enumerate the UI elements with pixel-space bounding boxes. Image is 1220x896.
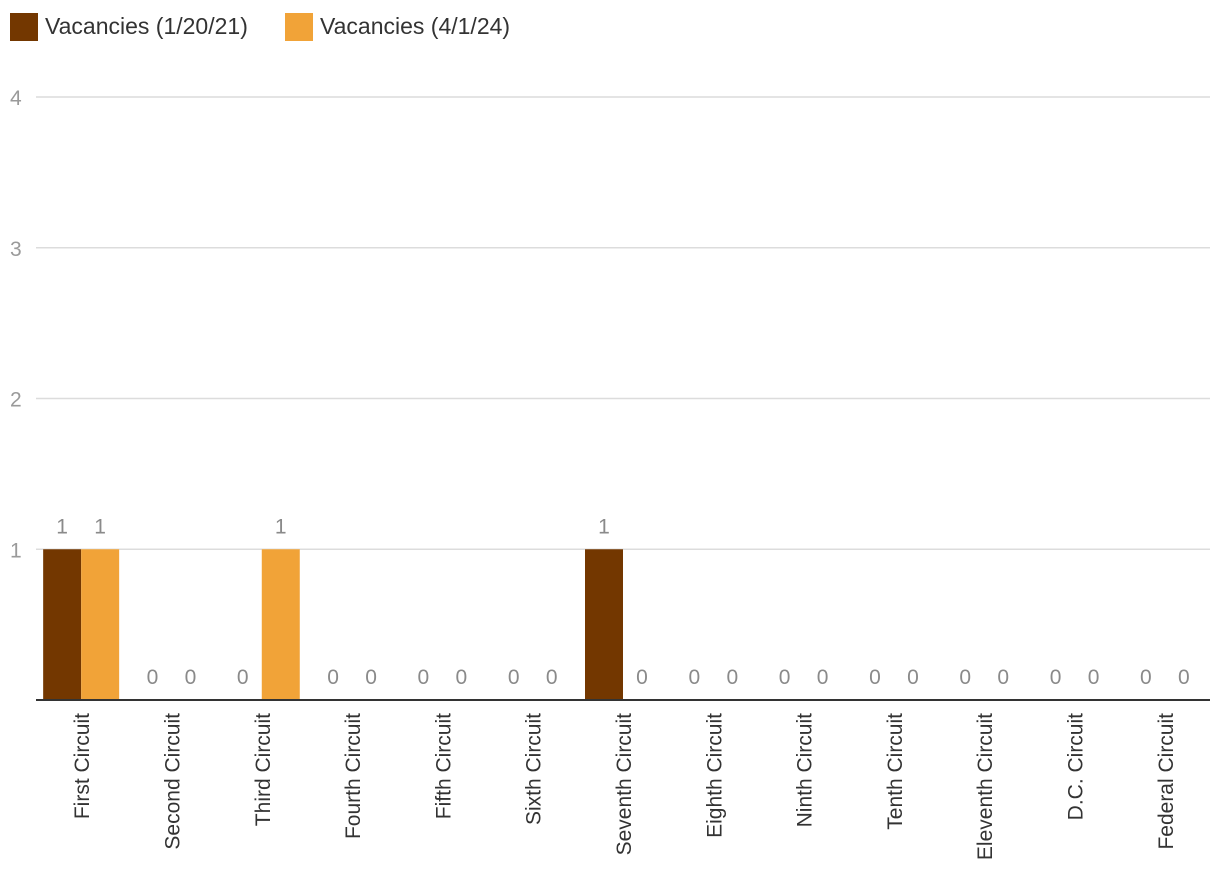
x-tick-label: Eighth Circuit — [703, 713, 726, 838]
data-label: 0 — [959, 666, 971, 689]
data-label: 0 — [365, 666, 377, 689]
legend-label: Vacancies (1/20/21) — [45, 13, 248, 39]
data-label: 0 — [907, 666, 919, 689]
x-tick-label: Ninth Circuit — [794, 713, 817, 828]
data-label: 0 — [456, 666, 468, 689]
x-tick-label: D.C. Circuit — [1065, 713, 1088, 821]
y-tick-label: 4 — [10, 87, 22, 110]
data-label: 0 — [237, 666, 249, 689]
data-labels: 1 1 0 0 0 1 0 0 0 0 0 0 1 0 0 0 0 0 0 0 0 0 0 0 0 0 — [56, 515, 1189, 689]
bars — [43, 549, 623, 700]
data-label: 0 — [726, 666, 738, 689]
data-label: 0 — [546, 666, 558, 689]
x-tick-label: Fourth Circuit — [342, 713, 365, 839]
x-tick-label: Fifth Circuit — [432, 713, 455, 819]
data-label: 0 — [185, 666, 197, 689]
x-axis: First Circuit Second Circuit Third Circuit… — [36, 699, 1210, 860]
data-label: 1 — [94, 515, 106, 538]
data-label: 0 — [327, 666, 339, 689]
x-tick-label: Third Circuit — [252, 713, 275, 826]
x-tick-label: Sixth Circuit — [523, 713, 546, 825]
data-label: 0 — [817, 666, 829, 689]
data-label: 0 — [418, 666, 430, 689]
y-tick-label: 2 — [10, 389, 22, 412]
grid: 1 2 3 4 — [10, 87, 1210, 562]
x-tick-label: Seventh Circuit — [613, 713, 636, 856]
legend: Vacancies (1/20/21) Vacancies (4/1/24) — [10, 13, 510, 41]
y-tick-label: 1 — [10, 539, 22, 562]
legend-swatch — [10, 13, 38, 41]
x-tick-label: Tenth Circuit — [884, 713, 907, 830]
data-label: 0 — [1140, 666, 1152, 689]
bar — [81, 549, 120, 700]
y-tick-label: 3 — [10, 238, 22, 261]
data-label: 0 — [1050, 666, 1062, 689]
data-label: 0 — [1088, 666, 1100, 689]
x-tick-label: First Circuit — [71, 713, 94, 819]
data-label: 0 — [508, 666, 520, 689]
bar — [585, 549, 623, 700]
data-label: 0 — [147, 666, 159, 689]
x-tick-label: Eleventh Circuit — [974, 713, 997, 860]
bar — [43, 549, 82, 700]
data-label: 0 — [1178, 666, 1190, 689]
data-label: 1 — [275, 515, 287, 538]
data-label: 1 — [598, 515, 610, 538]
data-label: 0 — [779, 666, 791, 689]
data-label: 1 — [56, 515, 68, 538]
data-label: 0 — [869, 666, 881, 689]
data-label: 0 — [997, 666, 1009, 689]
data-label: 0 — [688, 666, 700, 689]
bar — [261, 549, 300, 700]
legend-label: Vacancies (4/1/24) — [320, 13, 510, 39]
legend-swatch — [285, 13, 313, 41]
x-tick-label: Second Circuit — [161, 713, 184, 850]
data-label: 0 — [636, 666, 648, 689]
x-tick-label: Federal Circuit — [1155, 713, 1178, 850]
